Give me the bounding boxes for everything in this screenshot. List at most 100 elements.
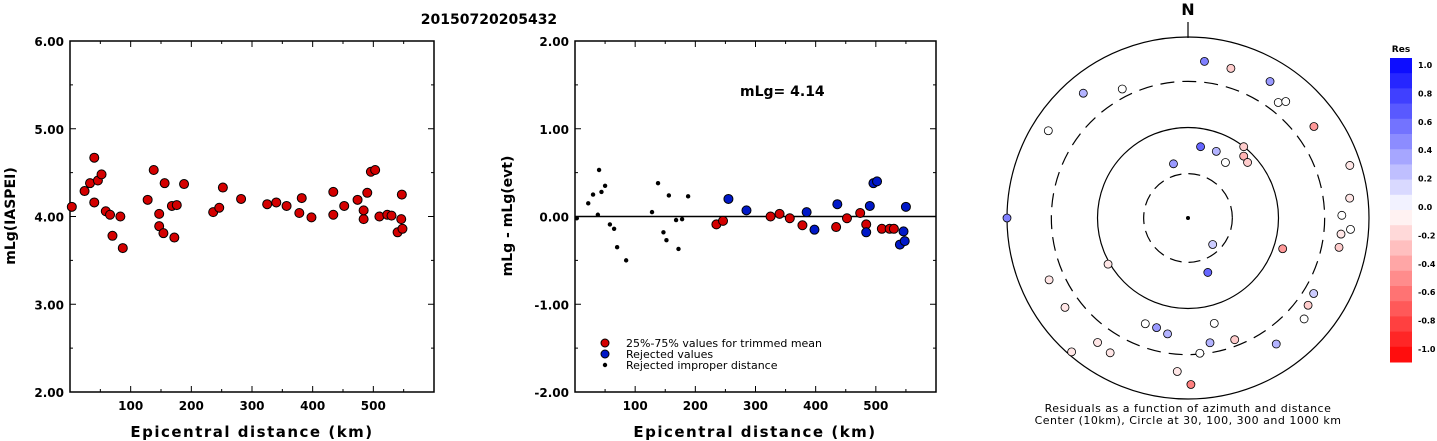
panel2-xtick-label: 100 [623,399,648,413]
colorbar-tick-label: -0.6 [1418,288,1436,297]
station-residual [1067,347,1077,357]
panel1-xtick-label: 300 [239,399,264,413]
panel1-data-point [89,152,100,163]
panel2-point-rejected [898,226,909,237]
panel1-data-point [271,197,282,208]
panel1-data-point [328,186,339,197]
panel2-point-trimmed [718,215,729,226]
station-residual [1345,193,1355,203]
colorbar-tick-label: -0.8 [1418,317,1436,326]
panel1-ticks: 100 200 300 400 500 2.00 3.00 4.00 5.00 6.00 [34,35,434,413]
panel1-data-point [171,200,182,211]
colorbar-segment [1390,73,1412,89]
colorbar-segment [1390,194,1412,211]
colorbar-segment [1390,103,1412,120]
panel2-point-improper [596,167,602,173]
polar-caption-line2: Center (10km), Circle at 30, 100, 300 an… [1035,414,1342,427]
colorbar-tick-label: 0.2 [1418,175,1432,184]
polar-caption-line1: Residuals as a function of azimuth and d… [1045,402,1332,415]
colorbar-segment [1390,346,1412,363]
panel1-xtick-label: 100 [118,399,143,413]
panel1-ytick-label: 5.00 [34,123,64,137]
station-residual [1044,275,1054,285]
station-residual [1346,224,1355,234]
panel2-point-improper [649,209,655,215]
colorbar-segment [1390,316,1412,333]
panel1-data-point [79,186,90,197]
station-residual [1203,268,1213,277]
station-residual [1117,84,1127,94]
panel2-point-improper [679,216,685,222]
panel2-point-improper [676,246,681,252]
panel1-data-point [328,209,339,220]
station-residual [1265,77,1275,86]
station-residual [1169,159,1178,169]
panel2-ylabel: mLg - mLg(evt) [500,156,516,277]
station-residual [1221,158,1230,167]
colorbar-segment [1390,255,1412,272]
panel2-ytick-label: -1.00 [534,298,569,312]
panel2-point-improper [685,194,691,199]
panel2-points [574,167,936,263]
panel2-ytick-label: 1.00 [539,123,569,137]
panel2-ytick-label: 2.00 [539,35,569,49]
center-point [1186,216,1190,220]
colorbar-tick-label: -1.0 [1418,345,1436,354]
panel1-data-point [281,200,292,211]
panel1-data-point [105,209,116,220]
station-residual [1271,339,1281,349]
panel2-point-improper [602,183,608,188]
panel1-data-point [158,228,169,239]
north-label: N [1181,0,1194,19]
colorbar-segment [1390,331,1412,348]
panel2-xtick-label: 300 [743,399,768,413]
station-residual [1211,146,1221,156]
panel2-point-improper [664,237,669,243]
panel2-xlabel: Epicentral distance (km) [633,423,876,441]
panel-azimuth-polar: N Residuals as a function of azimuth and… [1002,0,1436,427]
panel1-ytick-label: 4.00 [34,211,64,225]
colorbar-segment [1390,134,1412,150]
panel-mlg-iaspei: mLg(IASPEI) Epicentral distance (km) 100… [3,35,435,441]
panel2-point-rejected [723,193,734,204]
panel1-data-point [179,179,190,190]
ring-300km [1050,80,1326,356]
colorbar-segment [1390,164,1412,181]
station-residual [1208,240,1218,249]
colorbar-tick-label: 0.8 [1418,89,1433,98]
station-residual [1309,289,1319,298]
colorbar-tick-label: -0.4 [1418,260,1436,269]
station-residual [1334,242,1344,252]
panel2-point-improper [623,258,629,263]
panel1-data-point [217,182,228,193]
panel2-point-trimmed [888,223,899,234]
station-residual [1043,126,1053,136]
polar-rings [1006,36,1370,400]
colorbar-segment [1390,149,1412,165]
colorbar-segment [1390,240,1412,257]
panel1-data-point [262,199,273,210]
panel1-data-point [117,243,128,254]
panel1-data-point [159,178,170,189]
panel1-xlabel: Epicentral distance (km) [130,423,373,441]
station-residual [1196,142,1205,152]
panel1-data-point [296,193,307,204]
panel1-data-point [236,193,247,204]
colorbar-segment [1390,225,1412,241]
colorbar-segment [1390,286,1412,302]
panel2-point-trimmed [831,222,842,233]
station-residual [1195,348,1205,358]
panel1-data-point [66,201,77,212]
panel1-data-point [358,205,369,216]
panel1-data-point [107,230,118,241]
colorbar-title: Res [1392,45,1410,55]
panel2-point-rejected [864,200,875,211]
panel1-data-point [362,187,373,198]
colorbar-segment [1390,179,1412,196]
panel2-point-improper [611,226,617,231]
panel2-point-improper [661,230,666,235]
panel2-point-rejected [899,236,910,247]
station-residual [1239,142,1249,152]
panel2-point-improper [586,201,591,206]
station-residual [1060,302,1070,312]
